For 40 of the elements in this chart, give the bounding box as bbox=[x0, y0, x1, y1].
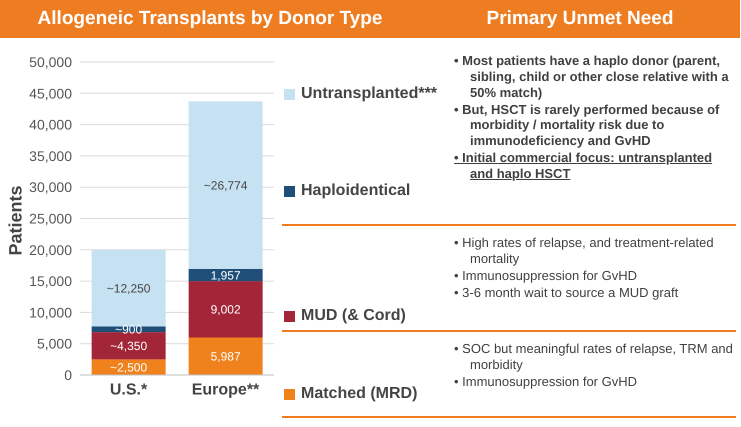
y-tick-label: 40,000 bbox=[29, 116, 72, 133]
y-tick-label: 20,000 bbox=[29, 242, 72, 258]
text: • But, HSCT is rarely performed because of morbidity / mortality risk due to immunodeficiency and GvHD bbox=[454, 102, 720, 150]
legend-label: MUD (& Cord) bbox=[301, 307, 406, 325]
legend-label: Untransplanted*** bbox=[301, 85, 438, 103]
y-tick-label: 25,000 bbox=[29, 210, 72, 226]
bar bbox=[188, 101, 263, 269]
data-label: 1,957 bbox=[210, 268, 241, 282]
text: • Immunosuppression for GvHD bbox=[454, 268, 638, 284]
text: • Immunosuppression for GvHD bbox=[454, 374, 638, 390]
y-tick-label: 10,000 bbox=[29, 304, 72, 320]
text: • High rates of relapse, and treatment-related mortality bbox=[454, 235, 715, 267]
y-tick-label: 15,000 bbox=[29, 273, 72, 290]
text: • SOC but meaningful rates of relapse, TRM and morbidity bbox=[454, 341, 734, 373]
data-label: 5,987 bbox=[210, 350, 241, 364]
data-label: ~26,774 bbox=[204, 178, 248, 192]
y-tick-label: 45,000 bbox=[29, 85, 72, 102]
y-tick-label: 35,000 bbox=[29, 148, 72, 164]
x-tick-label: Europe** bbox=[192, 381, 260, 398]
x-tick-label: U.S.* bbox=[110, 381, 148, 398]
y-tick-label: 50,000 bbox=[29, 54, 72, 70]
bar bbox=[92, 332, 166, 360]
data-label: ~2,500 bbox=[110, 360, 148, 374]
y-tick-label: 0 bbox=[64, 366, 72, 383]
data-label: ~4,350 bbox=[110, 338, 148, 353]
bar bbox=[188, 338, 263, 375]
text: • Initial commercial focus: untransplanted and haplo HSCT bbox=[454, 150, 714, 182]
y-axis-title: Patients bbox=[6, 184, 26, 256]
chart-title: Allogeneic Transplants by Donor Type bbox=[0, 0, 420, 38]
data-label: 9,002 bbox=[210, 302, 241, 317]
data-label: ~12,250 bbox=[106, 281, 151, 296]
text: • 3-6 month wait to source a MUD graft bbox=[454, 284, 680, 300]
legend-label: Haploidentical bbox=[301, 182, 410, 200]
bar bbox=[92, 250, 166, 326]
text: • Most patients have a haplo donor (parent, sibling, child or other close relative with a 50% match) bbox=[454, 53, 730, 101]
y-tick-label: 30,000 bbox=[29, 179, 72, 196]
legend-label: Matched (MRD) bbox=[301, 385, 418, 403]
text: Primary Unmet Need bbox=[420, 0, 740, 38]
bar bbox=[188, 281, 263, 338]
y-tick-label: 5,000 bbox=[36, 336, 72, 352]
